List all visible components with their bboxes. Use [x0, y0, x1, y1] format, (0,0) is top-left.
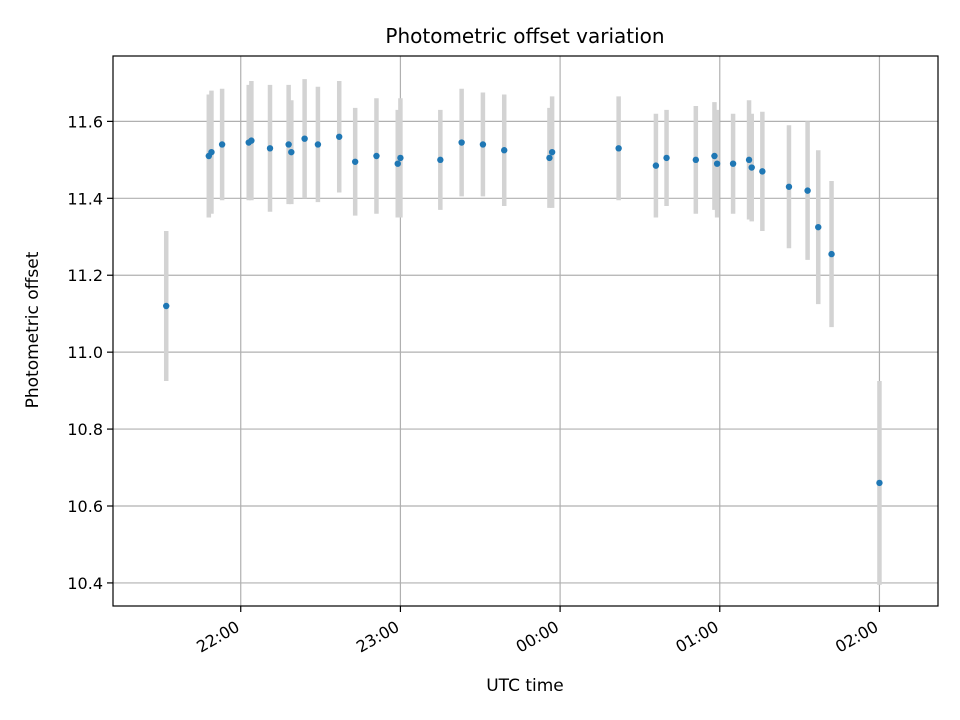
data-point [711, 152, 718, 160]
plot-frame [112, 55, 939, 607]
x-tick-label: 02:00 [832, 617, 881, 657]
error-bars [163, 79, 882, 585]
data-point [458, 139, 465, 146]
axis-ticks: 10.4 10.6 10.8 11.0 11.2 11.4 11.6 22:00 23:00 00… [67, 112, 881, 656]
data-point [713, 160, 721, 167]
data-point [266, 145, 274, 152]
data-point [729, 160, 737, 167]
data-point [785, 183, 793, 190]
data-point [248, 137, 255, 144]
data-point [437, 156, 444, 164]
chart-title: Photometric offset variation [385, 24, 664, 48]
data-point [692, 156, 700, 164]
data-point [301, 135, 308, 142]
y-tick-label: 10.4 [67, 574, 103, 593]
data-point [828, 250, 835, 258]
data-point [397, 154, 404, 162]
x-tick-label: 00:00 [513, 617, 562, 657]
data-point [163, 302, 170, 310]
data-point [285, 141, 292, 148]
x-axis-title: UTC time [486, 676, 564, 696]
data-point [314, 141, 322, 148]
x-tick-label: 23:00 [353, 617, 402, 657]
data-point [615, 145, 622, 152]
data-point [652, 162, 660, 169]
data-point [748, 164, 755, 171]
data-point [759, 168, 766, 175]
y-axis-title: Photometric offset [23, 251, 43, 408]
data-point [336, 133, 343, 140]
data-point [288, 148, 295, 156]
data-points [163, 133, 883, 487]
y-tick-label: 10.8 [67, 420, 103, 439]
data-point [663, 154, 670, 162]
data-point [548, 148, 556, 156]
data-point [546, 154, 553, 162]
data-point [351, 158, 359, 165]
data-point [479, 141, 487, 148]
data-point [876, 479, 883, 487]
data-point [208, 148, 215, 156]
data-point [804, 187, 811, 194]
x-tick-label: 22:00 [193, 617, 242, 657]
x-tick-label: 01:00 [672, 617, 721, 657]
y-tick-label: 11.6 [67, 112, 103, 131]
data-point [815, 223, 822, 231]
data-point [745, 156, 753, 164]
data-point [218, 141, 226, 148]
data-point [394, 160, 401, 167]
grid-lines [113, 56, 938, 606]
y-tick-label: 11.4 [67, 189, 103, 208]
y-tick-label: 11.0 [67, 343, 103, 362]
y-tick-label: 11.2 [67, 266, 103, 285]
y-tick-label: 10.6 [67, 497, 103, 516]
data-point [373, 152, 380, 160]
data-point [501, 147, 508, 154]
